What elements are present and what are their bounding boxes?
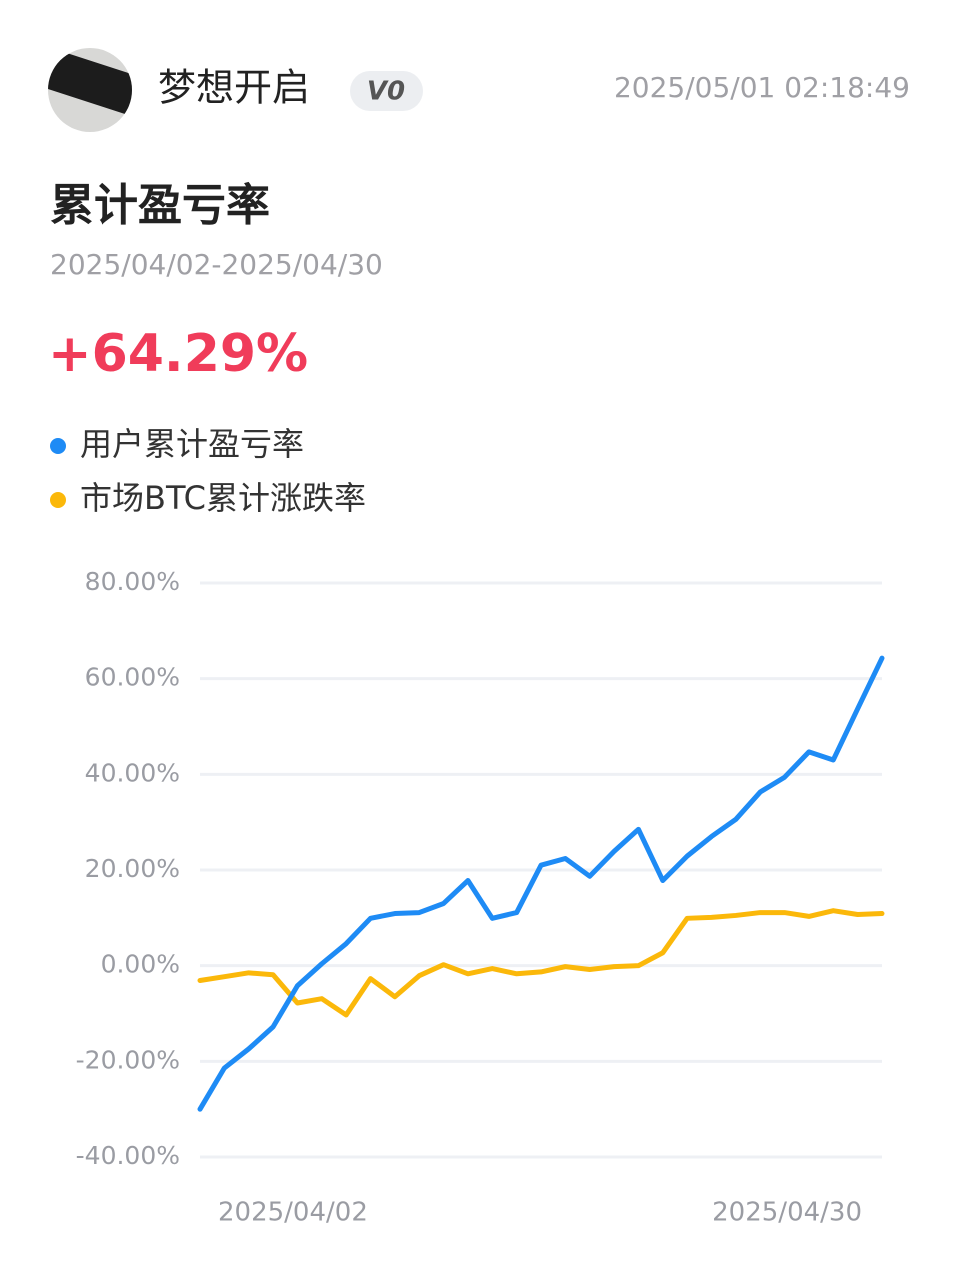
legend-label: 市场BTC累计涨跌率: [80, 479, 366, 517]
legend-dot: [50, 438, 66, 454]
chart-title: 累计盈亏率: [50, 180, 270, 231]
legend-label: 用户累计盈亏率: [80, 425, 304, 463]
y-tick-label: -20.00%: [76, 1045, 180, 1074]
y-tick-label: 20.00%: [85, 854, 180, 883]
y-tick-label: 60.00%: [85, 663, 180, 692]
summary-value: +64.29%: [48, 324, 308, 384]
y-tick-label: -40.00%: [76, 1141, 180, 1170]
badge: V0: [367, 77, 405, 107]
x-tick-label: 2025/04/02: [218, 1198, 368, 1228]
x-tick-label: 2025/04/30: [712, 1198, 862, 1228]
y-tick-label: 0.00%: [101, 950, 180, 979]
badge-bg: [350, 71, 423, 111]
series-line: [197, 655, 885, 1112]
y-tick-label: 80.00%: [85, 567, 180, 596]
series-line: [197, 908, 885, 1018]
timestamp: 2025/05/01 02:18:49: [614, 71, 910, 104]
username: 梦想开启: [158, 66, 310, 110]
y-tick-label: 40.00%: [85, 758, 180, 787]
chart-subtitle: 2025/04/02-2025/04/30: [50, 248, 383, 281]
avatar[interactable]: [39, 48, 146, 132]
legend-dot: [50, 492, 66, 508]
